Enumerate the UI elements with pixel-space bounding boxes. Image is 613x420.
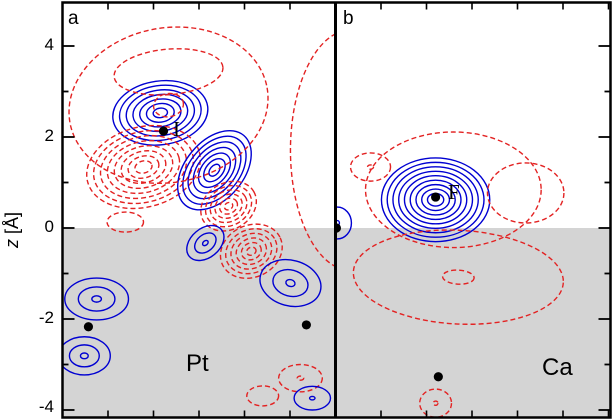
atom-marker	[431, 192, 441, 202]
substrate-region	[335, 228, 611, 418]
iodine-atom-label: I	[173, 117, 180, 141]
substrate-label-pt: Pt	[186, 350, 209, 377]
substrate-region	[62, 228, 336, 418]
panel-a-label: a	[68, 8, 79, 29]
ytick-label-0: 0	[44, 217, 54, 236]
ytick-label-2: 2	[44, 126, 54, 145]
atom-marker	[301, 320, 311, 330]
atom-marker	[433, 372, 443, 382]
ytick-label-m4: -4	[38, 397, 54, 416]
y-axis-label-symbol: z	[2, 239, 22, 249]
atom-marker	[83, 322, 94, 332]
ytick-label-m2: -2	[38, 308, 54, 327]
panel-b-contours	[335, 131, 565, 418]
panel-b-label: b	[343, 8, 354, 29]
ytick-label-4: 4	[44, 35, 54, 54]
panel-a-contours	[62, 26, 336, 411]
atom-marker	[158, 126, 169, 136]
substrate-label-ca: Ca	[542, 354, 573, 381]
fluorine-atom-label: F	[448, 180, 460, 204]
